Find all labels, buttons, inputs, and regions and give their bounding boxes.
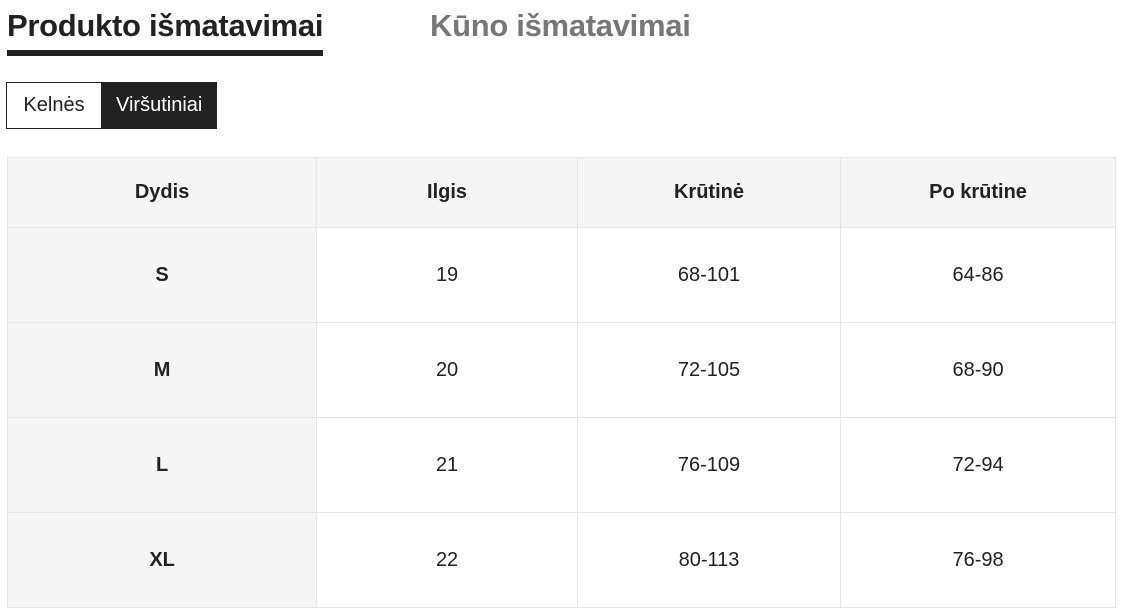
table-cell: 76-98 [840, 512, 1116, 608]
column-header: Dydis [6, 157, 318, 228]
segment-pants[interactable]: Kelnės [6, 82, 102, 129]
column-header: Ilgis [316, 157, 578, 228]
column-header: Po krūtine [840, 157, 1116, 228]
table-row: L 21 76-109 72-94 [6, 417, 1116, 513]
table-cell: 19 [316, 227, 578, 323]
table-cell: 64-86 [840, 227, 1116, 323]
category-toggle: Kelnės Viršutiniai [6, 82, 218, 129]
table-cell: XL [6, 512, 318, 608]
table-cell: 20 [316, 322, 578, 418]
segment-tops[interactable]: Viršutiniai [102, 82, 218, 129]
table-cell: 22 [316, 512, 578, 608]
table-cell: S [6, 227, 318, 323]
table-row: S 19 68-101 64-86 [6, 227, 1116, 323]
table-cell: L [6, 417, 318, 513]
size-table: Dydis Ilgis Krūtinė Po krūtine S 19 68-101 64-… [6, 157, 1116, 608]
table-cell: 76-109 [576, 417, 842, 513]
table-cell: 68-90 [840, 322, 1116, 418]
table-cell: 72-105 [576, 322, 842, 418]
tab-product-measurements[interactable]: Produkto išmatavimai [7, 8, 323, 56]
table-cell: 80-113 [576, 512, 842, 608]
table-row: XL 22 80-113 76-98 [6, 512, 1116, 608]
table-cell: 68-101 [576, 227, 842, 323]
tab-body-measurements[interactable]: Kūno išmatavimai [430, 8, 691, 43]
table-cell: M [6, 322, 318, 418]
column-header: Krūtinė [576, 157, 842, 228]
table-cell: 21 [316, 417, 578, 513]
table-cell: 72-94 [840, 417, 1116, 513]
table-row: M 20 72-105 68-90 [6, 322, 1116, 418]
